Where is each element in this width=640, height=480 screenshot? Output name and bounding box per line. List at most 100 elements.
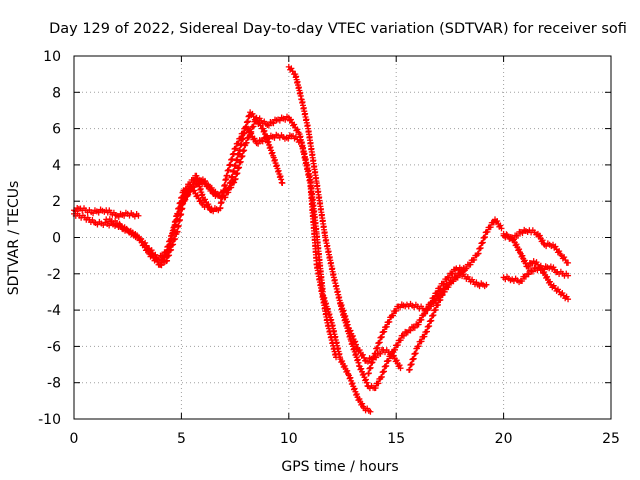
data-point: [475, 250, 482, 257]
data-point: [513, 241, 520, 248]
data-point: [407, 327, 414, 334]
data-point: [393, 357, 400, 364]
data-point: [269, 149, 276, 156]
data-point: [516, 246, 523, 253]
data-point: [477, 244, 484, 251]
data-point: [437, 296, 444, 303]
data-point: [208, 186, 215, 193]
data-point: [514, 232, 521, 239]
data-point: [140, 241, 147, 248]
data-point: [424, 307, 431, 314]
data-point: [255, 140, 262, 147]
data-point: [185, 191, 192, 198]
data-point: [339, 357, 346, 364]
data-point: [479, 239, 486, 246]
data-point: [222, 194, 229, 201]
data-point: [552, 243, 559, 250]
data-point: [157, 261, 164, 268]
x-tick-label: 5: [177, 431, 186, 447]
data-point: [519, 252, 526, 259]
data-point: [430, 312, 437, 319]
data-point: [411, 324, 418, 331]
data-point: [279, 180, 286, 187]
data-point: [179, 201, 186, 208]
data-point: [539, 237, 546, 244]
data-point: [362, 376, 369, 383]
data-point: [347, 327, 354, 334]
data-point: [439, 292, 446, 298]
data-point: [135, 212, 142, 219]
data-point: [525, 263, 532, 270]
data-point: [426, 323, 433, 330]
data-point: [344, 367, 351, 374]
y-tick-label: 4: [52, 158, 61, 174]
data-point: [397, 304, 404, 311]
data-point: [352, 338, 359, 345]
data-point: [115, 213, 122, 220]
data-point: [231, 179, 238, 186]
data-point: [349, 380, 356, 387]
data-point: [536, 232, 543, 239]
data-point: [245, 134, 252, 141]
data-point: [367, 408, 374, 415]
data-point: [556, 248, 563, 255]
data-point: [291, 121, 298, 128]
y-tick-label: -8: [47, 376, 61, 392]
data-point: [372, 350, 379, 357]
series-arc-12: [500, 232, 572, 279]
data-point: [450, 278, 457, 285]
data-point: [251, 135, 258, 142]
data-point: [393, 307, 400, 314]
data-point: [529, 268, 536, 275]
data-point: [363, 379, 370, 386]
data-point: [390, 352, 397, 359]
data-point: [266, 135, 273, 142]
data-point: [341, 362, 348, 369]
data-point: [565, 259, 572, 266]
data-point: [202, 196, 209, 203]
data-point: [358, 365, 365, 372]
data-point: [410, 355, 417, 362]
data-point: [259, 138, 266, 145]
data-point: [546, 278, 553, 285]
axis-ticks: 0 5 10 15 20 25 -10 -8 -6 -4 -2 0 2 4 6 8 10: [38, 49, 620, 447]
data-point: [428, 303, 435, 310]
data-point: [400, 332, 407, 339]
data-point: [232, 145, 239, 152]
data-point: [240, 130, 247, 137]
data-point: [121, 212, 128, 219]
data-point: [386, 318, 393, 325]
data-point: [428, 317, 435, 324]
data-point: [498, 225, 505, 232]
data-point: [383, 362, 390, 369]
data-point: [445, 284, 452, 291]
data-point: [271, 134, 278, 141]
data-point: [510, 236, 517, 243]
data-point: [144, 246, 151, 253]
data-point: [394, 341, 401, 348]
data-point: [288, 65, 295, 72]
x-tick-label: 15: [387, 431, 405, 447]
data-point: [544, 273, 551, 280]
data-point: [244, 125, 251, 132]
data-point: [372, 384, 379, 391]
data-point: [166, 252, 173, 259]
series-arc-5: [178, 113, 374, 415]
data-point: [519, 278, 526, 285]
x-tick-label: 25: [602, 431, 620, 447]
data-point: [152, 256, 159, 263]
data-point: [356, 395, 363, 402]
x-tick-label: 20: [495, 431, 513, 447]
data-point: [392, 346, 399, 353]
data-point: [445, 274, 452, 281]
data-point: [356, 346, 363, 353]
data-point: [408, 361, 415, 368]
data-point: [249, 110, 256, 117]
y-tick-label: -4: [47, 303, 61, 319]
data-point: [383, 323, 390, 330]
data-point: [276, 117, 283, 124]
series-arc-2: [71, 185, 215, 263]
data-point: [375, 380, 382, 387]
x-tick-label: 0: [70, 431, 79, 447]
